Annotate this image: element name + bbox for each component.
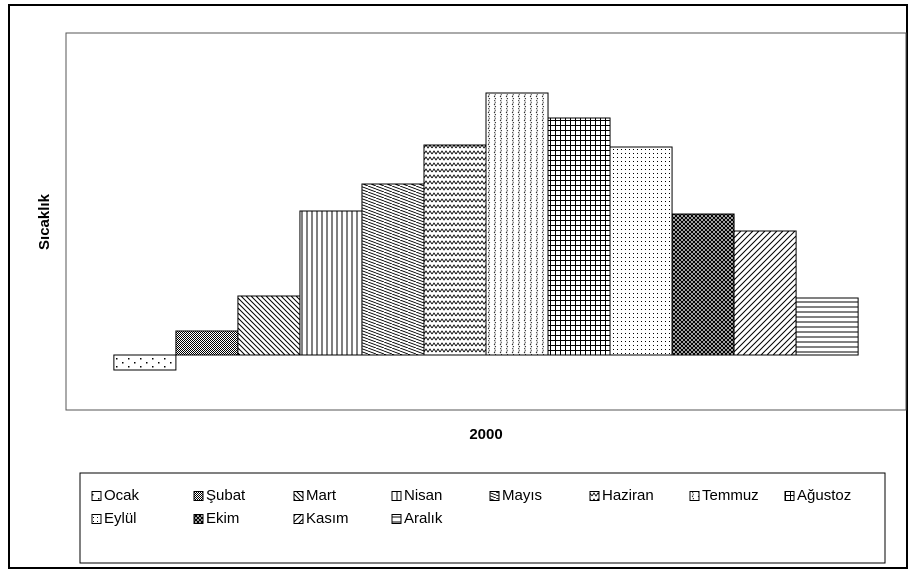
legend-label: Mayıs xyxy=(502,487,542,504)
bar xyxy=(795,297,859,356)
bar xyxy=(175,330,239,356)
legend-swatch xyxy=(391,514,402,524)
legend-label: Eylül xyxy=(104,510,137,527)
legend-swatch xyxy=(391,491,402,501)
legend-label: Ağustoz xyxy=(797,487,851,504)
legend-swatch xyxy=(293,491,304,501)
x-axis-label: 2000 xyxy=(469,426,502,443)
bar xyxy=(237,295,301,356)
bar xyxy=(609,146,673,356)
legend-swatch xyxy=(193,514,204,524)
bar xyxy=(671,213,735,356)
bar xyxy=(485,92,549,356)
bar xyxy=(423,144,487,356)
legend-label: Kasım xyxy=(306,510,349,527)
legend xyxy=(79,472,886,564)
bar xyxy=(733,230,797,356)
bar xyxy=(547,117,611,356)
legend-label: Şubat xyxy=(206,487,246,504)
bar xyxy=(113,354,177,371)
legend-swatch xyxy=(589,491,600,501)
legend-swatch xyxy=(784,491,795,501)
legend-label: Aralık xyxy=(404,510,443,527)
legend-label: Temmuz xyxy=(702,487,759,504)
legend-label: Ekim xyxy=(206,510,239,527)
legend-swatch xyxy=(91,491,102,501)
legend-swatch xyxy=(193,491,204,501)
legend-swatch xyxy=(689,491,700,501)
legend-swatch xyxy=(293,514,304,524)
legend-swatch xyxy=(489,491,500,501)
legend-swatch xyxy=(91,514,102,524)
bar xyxy=(299,210,363,356)
legend-label: Nisan xyxy=(404,487,442,504)
legend-label: Ocak xyxy=(104,487,140,504)
legend-label: Mart xyxy=(306,487,337,504)
y-axis-label: Sıcaklık xyxy=(36,193,53,250)
bar xyxy=(361,183,425,356)
legend-label: Haziran xyxy=(602,487,654,504)
